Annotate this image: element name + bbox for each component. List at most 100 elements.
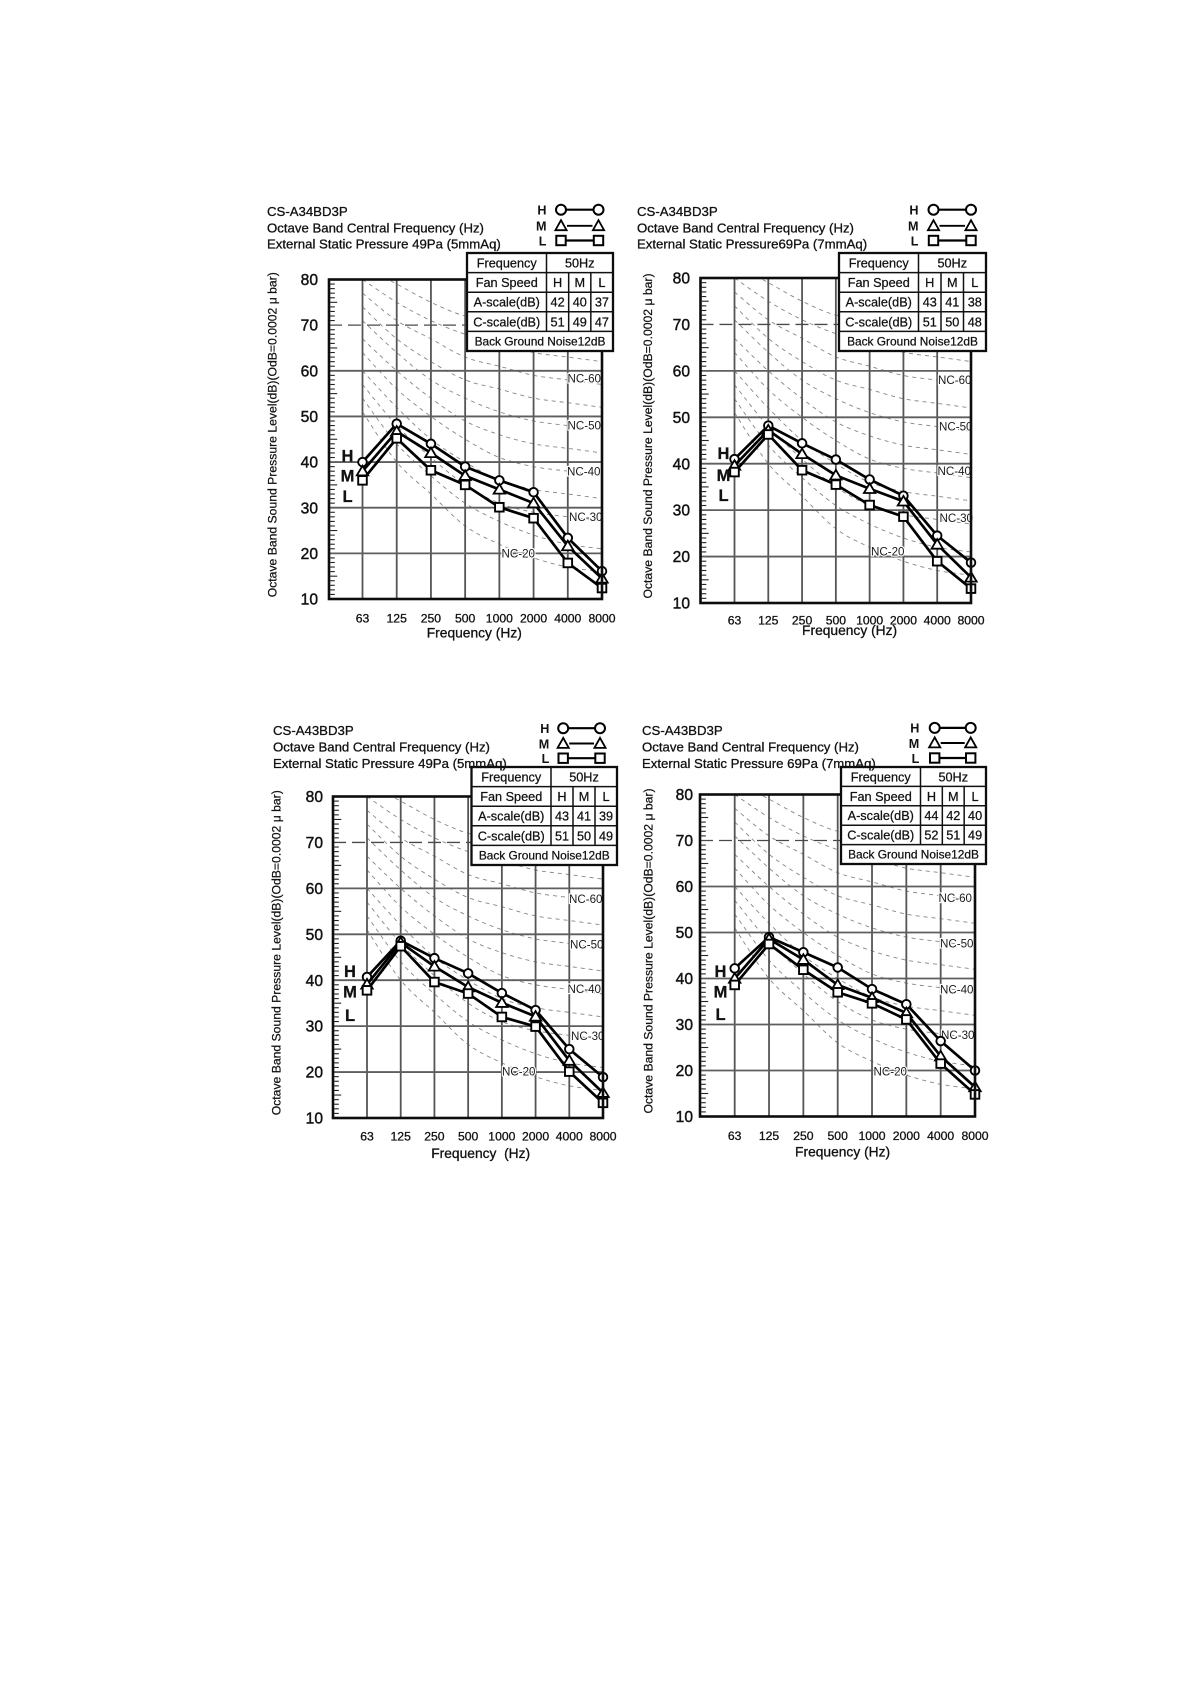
svg-text:Octave Band Central Frequency: Octave Band Central Frequency (Hz) <box>642 740 859 755</box>
svg-text:50: 50 <box>301 409 319 426</box>
svg-text:42: 42 <box>946 809 960 823</box>
svg-text:41: 41 <box>945 296 959 310</box>
svg-text:125: 125 <box>759 1129 780 1143</box>
svg-text:NC-20: NC-20 <box>502 548 536 561</box>
svg-text:20: 20 <box>301 546 319 563</box>
svg-text:8000: 8000 <box>957 614 984 628</box>
svg-text:NC-40: NC-40 <box>567 466 601 479</box>
svg-text:L: L <box>542 752 550 766</box>
svg-text:80: 80 <box>301 272 319 289</box>
svg-text:125: 125 <box>758 614 779 628</box>
svg-text:10: 10 <box>306 1111 324 1128</box>
svg-text:CS-A43BD3P: CS-A43BD3P <box>273 723 354 738</box>
svg-text:A-scale(dB): A-scale(dB) <box>846 296 912 310</box>
svg-text:1000: 1000 <box>858 1129 885 1143</box>
svg-text:42: 42 <box>551 296 565 310</box>
svg-text:30: 30 <box>306 1019 324 1036</box>
svg-text:80: 80 <box>673 271 691 288</box>
svg-text:NC-30: NC-30 <box>941 1029 975 1042</box>
svg-text:A-scale(dB): A-scale(dB) <box>474 296 540 310</box>
svg-text:49: 49 <box>968 829 982 843</box>
svg-text:40: 40 <box>573 296 587 310</box>
svg-text:NC-50: NC-50 <box>570 938 604 951</box>
svg-text:Octave Band Central Frequency: Octave Band Central Frequency (Hz) <box>637 220 854 235</box>
svg-text:60: 60 <box>676 879 694 896</box>
svg-text:L: L <box>911 234 919 248</box>
svg-text:M: M <box>948 790 959 804</box>
svg-text:70: 70 <box>301 318 319 335</box>
svg-text:H: H <box>553 276 562 290</box>
svg-text:50: 50 <box>577 829 591 843</box>
svg-text:H: H <box>344 963 356 981</box>
svg-text:50: 50 <box>945 315 959 329</box>
svg-text:1000: 1000 <box>486 612 513 626</box>
svg-text:L: L <box>539 234 547 248</box>
svg-text:Back Ground Noise12dB: Back Ground Noise12dB <box>479 849 610 863</box>
svg-text:43: 43 <box>555 810 569 824</box>
svg-text:NC-40: NC-40 <box>938 465 972 478</box>
svg-text:H: H <box>909 204 918 218</box>
svg-text:Back Ground Noise12dB: Back Ground Noise12dB <box>847 335 978 349</box>
svg-text:A-scale(dB): A-scale(dB) <box>478 810 544 824</box>
svg-text:H: H <box>718 445 730 463</box>
svg-text:L: L <box>602 790 609 804</box>
svg-text:20: 20 <box>306 1065 324 1082</box>
svg-text:NC-30: NC-30 <box>571 1030 605 1043</box>
svg-text:2000: 2000 <box>890 614 917 628</box>
svg-text:10: 10 <box>676 1109 694 1126</box>
svg-text:H: H <box>540 722 549 736</box>
svg-text:NC-50: NC-50 <box>940 938 974 951</box>
svg-text:M: M <box>908 220 919 234</box>
svg-text:500: 500 <box>828 1129 849 1143</box>
svg-text:60: 60 <box>301 363 319 380</box>
svg-text:49: 49 <box>573 315 587 329</box>
svg-text:NC-30: NC-30 <box>569 511 603 524</box>
svg-text:39: 39 <box>599 810 613 824</box>
svg-text:51: 51 <box>551 315 565 329</box>
svg-text:NC-60: NC-60 <box>938 374 972 387</box>
svg-text:80: 80 <box>676 787 694 804</box>
svg-text:47: 47 <box>595 315 609 329</box>
svg-text:Octave Band Sound Pressure Lev: Octave Band Sound Pressure Level(dB)(OdB… <box>270 790 284 1115</box>
svg-text:50Hz: 50Hz <box>937 257 967 271</box>
svg-text:10: 10 <box>673 596 691 613</box>
svg-text:H: H <box>927 790 936 804</box>
svg-text:37: 37 <box>595 296 609 310</box>
svg-text:51: 51 <box>946 829 960 843</box>
svg-text:2000: 2000 <box>893 1129 920 1143</box>
svg-text:L: L <box>598 276 605 290</box>
svg-text:L: L <box>718 487 728 505</box>
svg-text:L: L <box>342 488 352 506</box>
svg-text:M: M <box>947 276 958 290</box>
svg-text:250: 250 <box>421 612 442 626</box>
svg-text:2000: 2000 <box>522 1130 549 1144</box>
svg-text:CS-A43BD3P: CS-A43BD3P <box>642 723 723 738</box>
svg-text:Octave Band Central Frequency: Octave Band Central Frequency (Hz) <box>273 740 490 755</box>
svg-text:Frequency (Hz): Frequency (Hz) <box>795 1145 890 1160</box>
svg-text:NC-40: NC-40 <box>940 984 974 997</box>
svg-text:52: 52 <box>924 829 938 843</box>
svg-text:NC-50: NC-50 <box>939 421 973 434</box>
svg-text:50Hz: 50Hz <box>565 257 595 271</box>
svg-text:Fan Speed: Fan Speed <box>850 790 912 804</box>
svg-text:30: 30 <box>673 503 691 520</box>
svg-text:Back Ground Noise12dB: Back Ground Noise12dB <box>848 848 979 862</box>
svg-text:Fan Speed: Fan Speed <box>848 276 910 290</box>
svg-text:M: M <box>714 983 728 1001</box>
svg-text:63: 63 <box>360 1130 374 1144</box>
svg-text:NC-60: NC-60 <box>569 893 603 906</box>
svg-text:Fan Speed: Fan Speed <box>476 276 538 290</box>
svg-text:500: 500 <box>826 614 847 628</box>
svg-text:40: 40 <box>968 809 982 823</box>
svg-text:Frequency: Frequency <box>851 770 912 784</box>
svg-text:80: 80 <box>306 789 324 806</box>
svg-text:H: H <box>715 963 727 981</box>
svg-text:70: 70 <box>306 835 324 852</box>
svg-text:50: 50 <box>673 410 691 427</box>
svg-text:1000: 1000 <box>488 1130 515 1144</box>
svg-text:250: 250 <box>792 614 813 628</box>
svg-text:CS-A34BD3P: CS-A34BD3P <box>267 204 348 219</box>
svg-text:70: 70 <box>673 317 691 334</box>
svg-text:20: 20 <box>676 1063 694 1080</box>
svg-text:NC-20: NC-20 <box>502 1066 536 1079</box>
